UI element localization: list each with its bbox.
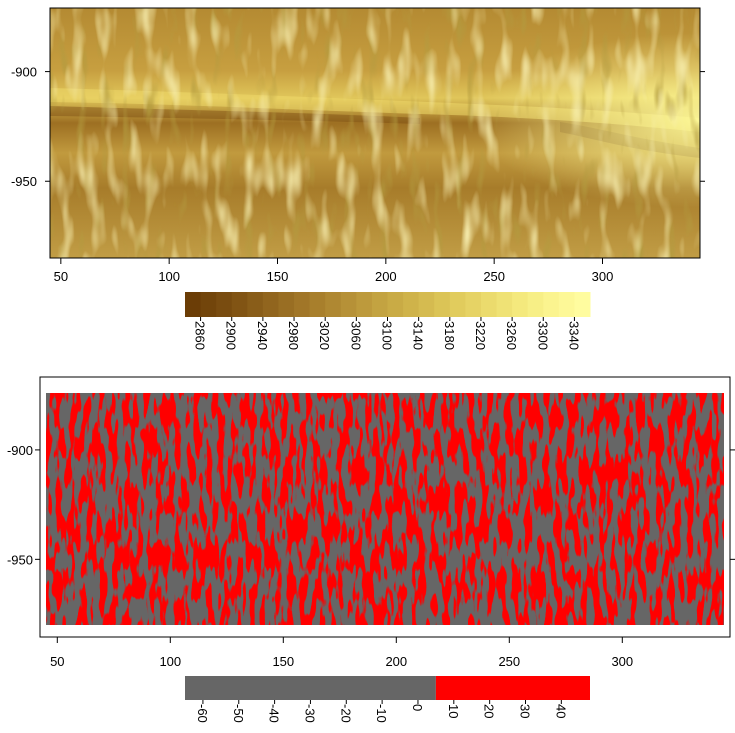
sign-map-panel: 50 100 150 200 250 300 -900 -950	[7, 393, 735, 669]
amplitude-colorbar-step	[216, 292, 233, 317]
amplitude-colorbar: 2860 2900 2940 2980 3020 3060 3100 3140 3180 3220…	[185, 292, 591, 350]
amplitude-x-tick-label: 50	[54, 269, 68, 284]
amplitude-colorbar-step	[418, 292, 435, 317]
sign-x-tick-label: 50	[50, 654, 64, 669]
sign-colorbar-tick-label: 0	[410, 704, 425, 711]
amplitude-colorbar-step	[527, 292, 544, 317]
amplitude-x-tick-label: 150	[267, 269, 289, 284]
amplitude-colorbar-step	[512, 292, 529, 317]
sign-colorbar-segment	[185, 676, 436, 700]
amplitude-x-tick-label: 200	[375, 269, 397, 284]
sign-colorbar-tick-label: 30	[517, 704, 532, 718]
amplitude-colorbar-step	[496, 292, 513, 317]
amplitude-colorbar-step	[371, 292, 388, 317]
amplitude-colorbar-step	[434, 292, 451, 317]
amplitude-colorbar-tick-label: 3260	[504, 321, 519, 350]
amplitude-colorbar-tick-label: 3060	[348, 321, 363, 350]
sign-colorbar-tick-label: -20	[338, 704, 353, 723]
amplitude-map-x-axis: 50 100 150 200 250 300	[54, 258, 614, 284]
sign-y-tick-label: -900	[7, 443, 33, 458]
sign-x-tick-label: 100	[159, 654, 181, 669]
sign-colorbar-ticks: -60 -50 -40 -30 -20 -10 0 10 20 30 40	[195, 700, 568, 723]
amplitude-x-tick-label: 100	[158, 269, 180, 284]
sign-x-tick-label: 150	[272, 654, 294, 669]
amplitude-x-tick-label: 300	[592, 269, 614, 284]
amplitude-colorbar-step	[231, 292, 248, 317]
sign-colorbar-tick-label: -10	[374, 704, 389, 723]
sign-colorbar-tick-label: -30	[302, 704, 317, 723]
amplitude-colorbar-step	[340, 292, 357, 317]
sign-map-surface	[46, 393, 724, 625]
sign-colorbar-tick-label: 20	[482, 704, 497, 718]
sign-colorbar-tick-label: 40	[553, 704, 568, 718]
amplitude-colorbar-step	[356, 292, 373, 317]
amplitude-x-tick-label: 250	[483, 269, 505, 284]
amplitude-colorbar-step	[543, 292, 560, 317]
amplitude-colorbar-step	[558, 292, 575, 317]
sign-map-x-axis: 50 100 150 200 250 300	[50, 637, 633, 669]
amplitude-colorbar-step	[294, 292, 311, 317]
amplitude-colorbar-step	[185, 292, 202, 317]
amplitude-colorbar-step	[262, 292, 279, 317]
amplitude-map-y-axis: -900 -950	[11, 65, 705, 189]
amplitude-colorbar-tick-label: 3340	[566, 321, 581, 350]
amplitude-colorbar-tick-label: 2980	[286, 321, 301, 350]
amplitude-colorbar-tick-label: 3220	[473, 321, 488, 350]
sign-colorbar: -60 -50 -40 -30 -20 -10 0 10 20 30 40	[185, 676, 590, 723]
sign-x-tick-label: 200	[385, 654, 407, 669]
amplitude-colorbar-step	[449, 292, 466, 317]
amplitude-colorbar-tick-label: 2900	[224, 321, 239, 350]
amplitude-colorbar-step	[465, 292, 482, 317]
sign-colorbar-tick-label: -50	[231, 704, 246, 723]
amplitude-y-tick-label: -900	[11, 65, 37, 80]
amplitude-colorbar-swatches	[185, 292, 591, 317]
sign-x-tick-label: 300	[611, 654, 633, 669]
sign-map-y-axis: -900 -950	[7, 443, 735, 567]
amplitude-map-frame	[49, 7, 701, 259]
amplitude-colorbar-tick-label: 3140	[411, 321, 426, 350]
amplitude-colorbar-tick-label: 3020	[317, 321, 332, 350]
sign-colorbar-tick-label: 10	[446, 704, 461, 718]
amplitude-colorbar-step	[325, 292, 342, 317]
sign-y-tick-label: -950	[7, 552, 33, 567]
sign-x-tick-label: 250	[498, 654, 520, 669]
sign-colorbar-swatches	[185, 676, 590, 700]
sign-colorbar-tick-label: -40	[267, 704, 282, 723]
amplitude-colorbar-tick-label: 2860	[193, 321, 208, 350]
amplitude-colorbar-ticks: 2860 2900 2940 2980 3020 3060 3100 3140 3180 3220…	[193, 317, 581, 350]
amplitude-colorbar-step	[387, 292, 404, 317]
sign-colorbar-tick-label: -60	[195, 704, 210, 723]
amplitude-colorbar-tick-label: 3100	[380, 321, 395, 350]
sign-colorbar-segment	[435, 676, 590, 700]
amplitude-colorbar-step	[309, 292, 326, 317]
amplitude-colorbar-step	[247, 292, 264, 317]
amplitude-colorbar-tick-label: 3180	[442, 321, 457, 350]
amplitude-map-panel: 50 100 150 200 250 300 -900 -950	[11, 7, 705, 284]
amplitude-colorbar-step	[278, 292, 295, 317]
amplitude-colorbar-step	[403, 292, 420, 317]
amplitude-map-surface	[50, 8, 700, 258]
amplitude-colorbar-step	[200, 292, 217, 317]
amplitude-colorbar-tick-label: 3300	[535, 321, 550, 350]
amplitude-y-tick-label: -950	[11, 174, 37, 189]
amplitude-colorbar-step	[574, 292, 591, 317]
amplitude-colorbar-step	[480, 292, 498, 317]
amplitude-colorbar-tick-label: 2940	[255, 321, 270, 350]
